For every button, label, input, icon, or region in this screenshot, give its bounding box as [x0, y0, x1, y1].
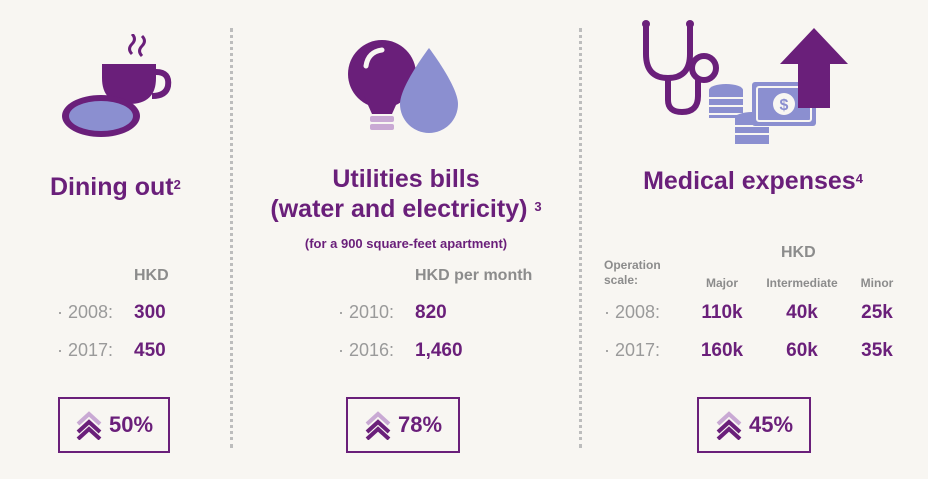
plate-icon	[62, 95, 140, 137]
utilities-title: Utilities bills (water and electricity) …	[253, 164, 559, 224]
dining-unit: HKD	[134, 267, 169, 284]
medical-intermediate-2017: 60k	[786, 340, 818, 361]
dining-increase-box: 50%	[58, 397, 170, 453]
medical-title: Medical expenses4	[643, 167, 863, 195]
svg-text:$: $	[780, 97, 789, 114]
light-bulb-icon	[348, 40, 416, 130]
medical-increase-box: 45%	[697, 397, 811, 453]
medical-major-2008: 110k	[701, 302, 743, 323]
dining-value-2008: 300	[134, 302, 166, 323]
medical-intermediate-2008: 40k	[786, 302, 818, 323]
utilities-subtitle: (for a 900 square-feet apartment)	[304, 236, 508, 251]
column-divider	[230, 28, 233, 448]
column-major: Major	[705, 276, 738, 290]
medical-increase-value: 45%	[748, 412, 794, 437]
utilities-title-line1: Utilities bills	[332, 165, 480, 193]
utilities-increase-value: 78%	[397, 412, 443, 437]
water-drop-icon	[400, 48, 458, 133]
medical-year-2008: · 2008:	[604, 302, 661, 322]
up-arrow-icon	[780, 28, 848, 108]
double-chevron-up-icon	[716, 411, 742, 440]
medical-major-2017: 160k	[700, 340, 744, 361]
utilities-value-2016: 1,460	[415, 340, 463, 361]
coins-icon	[709, 84, 769, 144]
utilities-year-2010: · 2010:	[338, 302, 395, 322]
medical-minor-2017: 35k	[861, 340, 893, 361]
dining-year-2017: · 2017:	[57, 340, 114, 360]
operation-scale-label: Operation scale:	[604, 258, 661, 287]
column-minor: Minor	[860, 276, 894, 290]
dining-value-2017: 450	[134, 340, 166, 361]
double-chevron-up-icon	[365, 411, 391, 440]
double-chevron-up-icon	[76, 411, 102, 440]
utilities-value-2010: 820	[415, 302, 447, 323]
stethoscope-icon	[642, 20, 719, 116]
utilities-increase-box: 78%	[346, 397, 460, 453]
medical-year-2017: · 2017:	[604, 340, 661, 360]
utilities-unit: HKD per month	[415, 267, 533, 284]
medical-minor-2008: 25k	[861, 302, 893, 323]
utilities-title-line2: (water and electricity) 3	[270, 195, 542, 223]
column-divider	[579, 28, 582, 448]
utilities-year-2016: · 2016:	[338, 340, 395, 360]
medical-unit: HKD	[781, 244, 816, 261]
dining-title: Dining out2	[50, 173, 181, 201]
dining-year-2008: · 2008:	[57, 302, 114, 322]
column-intermediate: Intermediate	[766, 276, 838, 290]
dining-increase-value: 50%	[108, 412, 154, 437]
coffee-cup-icon	[102, 34, 172, 104]
